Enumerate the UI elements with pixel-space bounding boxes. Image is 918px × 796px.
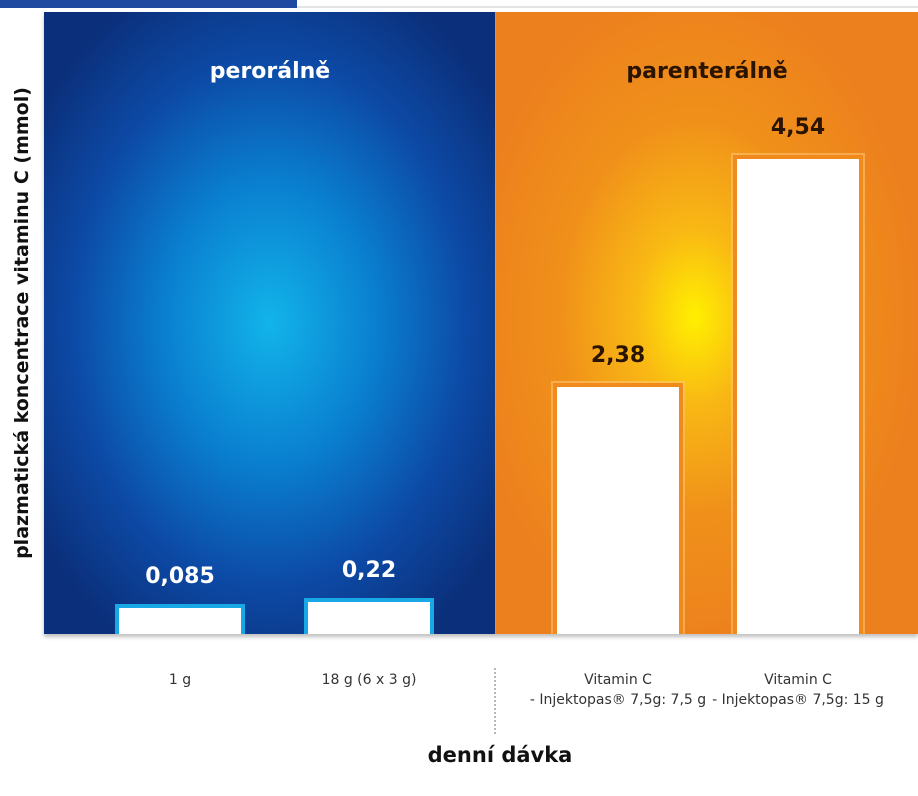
value-label-4: 4,54 <box>770 115 826 141</box>
value-label-3: 2,38 <box>590 343 646 369</box>
bar-3 <box>553 383 683 634</box>
bar-1 <box>115 604 245 634</box>
y-axis-label: plazmatická koncentrace vitaminu C (mmol… <box>11 87 34 559</box>
panel-oral <box>44 12 496 634</box>
top-accent-bar <box>0 0 297 8</box>
category-label-line: 1 g <box>168 672 192 688</box>
value-label-1: 0,085 <box>145 564 215 589</box>
category-label-line: - Injektopas® 7,5g: 15 g <box>712 692 884 708</box>
category-label-2: 18 g (6 x 3 g) <box>322 670 417 690</box>
panel-divider <box>495 12 496 634</box>
panel-title-parenteral: parenterálně <box>626 59 788 84</box>
category-label-line: Vitamin C <box>584 672 652 688</box>
panel-title-oral: perorálně <box>209 59 331 84</box>
plot-area: perorálně parenterálně 0,085 0,22 2,38 4,54 <box>44 12 918 634</box>
category-label-line: Vitamin C <box>764 672 832 688</box>
top-rule <box>297 6 918 8</box>
category-separator <box>494 668 496 734</box>
category-label-3: Vitamin C - Injektopas® 7,5g: 7,5 g <box>530 670 706 710</box>
y-axis-label-container: plazmatická koncentrace vitaminu C (mmol… <box>0 12 44 634</box>
category-label-line: 18 g (6 x 3 g) <box>321 672 417 688</box>
category-label-line: - Injektopas® 7,5g: 7,5 g <box>529 692 707 708</box>
category-label-4: Vitamin C - Injektopas® 7,5g: 15 g <box>712 670 884 710</box>
category-label-1: 1 g <box>169 670 191 690</box>
value-label-2: 0,22 <box>341 558 397 583</box>
bar-2 <box>304 598 434 634</box>
bar-4 <box>733 155 863 634</box>
x-axis-label: denní dávka <box>427 743 573 767</box>
